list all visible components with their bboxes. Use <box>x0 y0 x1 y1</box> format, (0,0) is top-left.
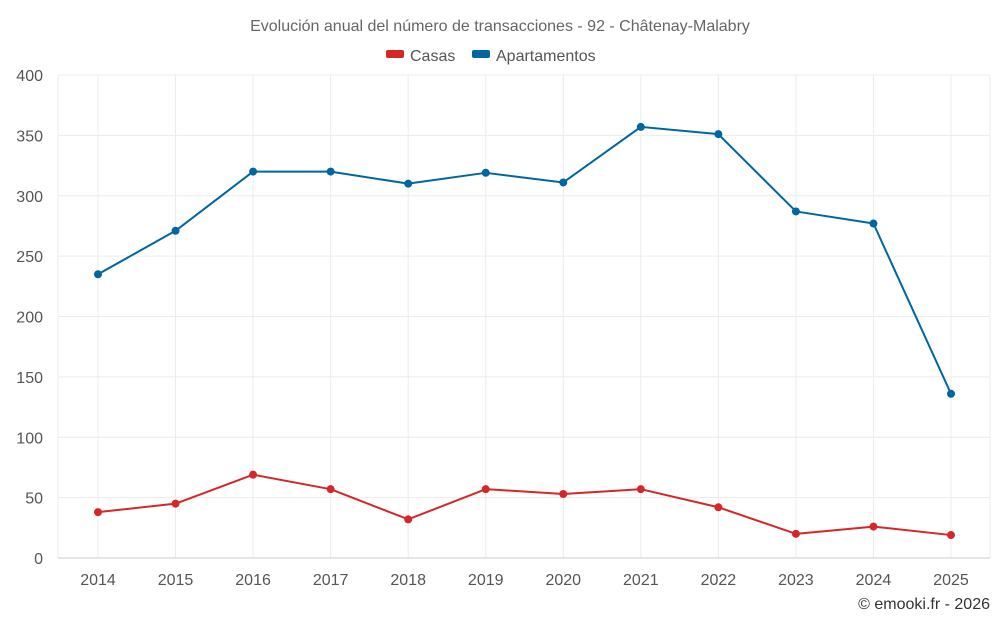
data-point-casas-2020[interactable] <box>559 490 568 499</box>
axes: 0 50 100 150 200 250 300 350 400 2014 2015 2016 2017… <box>16 68 990 589</box>
y-tick-label: 150 <box>16 370 43 387</box>
series-line-apartamentos <box>97 125 952 395</box>
data-point-apartamentos-2021[interactable] <box>636 122 645 131</box>
data-point-apartamentos-2020[interactable] <box>559 178 568 187</box>
y-tick-label: 250 <box>16 249 43 266</box>
grid <box>57 74 991 558</box>
data-point-apartamentos-2014[interactable] <box>94 270 102 279</box>
y-tick-label: 0 <box>34 551 43 568</box>
x-tick-label: 2016 <box>235 572 271 589</box>
x-tick-label: 2017 <box>313 572 349 589</box>
legend-swatch-apartamentos <box>472 50 490 58</box>
y-tick-label: 50 <box>25 491 43 508</box>
chart-title: Evolución anual del número de transaccio… <box>250 18 750 35</box>
series-line-casas <box>97 473 952 537</box>
data-point-apartamentos-2025[interactable] <box>947 389 955 398</box>
data-point-casas-2025[interactable] <box>947 531 955 540</box>
y-tick-label: 300 <box>16 189 43 206</box>
data-point-casas-2022[interactable] <box>714 503 723 512</box>
x-tick-label: 2020 <box>545 572 581 589</box>
data-point-casas-2018[interactable] <box>404 515 413 524</box>
x-tick-label: 2024 <box>856 572 892 589</box>
data-point-casas-2021[interactable] <box>636 485 645 494</box>
data-point-casas-2014[interactable] <box>94 508 102 517</box>
y-tick-label: 200 <box>16 310 43 327</box>
data-point-apartamentos-2022[interactable] <box>714 130 723 139</box>
data-point-casas-2024[interactable] <box>869 522 878 531</box>
data-point-casas-2015[interactable] <box>171 499 180 508</box>
data-point-apartamentos-2018[interactable] <box>404 179 413 188</box>
data-point-apartamentos-2024[interactable] <box>869 219 878 228</box>
data-point-apartamentos-2019[interactable] <box>481 168 490 177</box>
x-tick-label: 2022 <box>701 572 737 589</box>
legend: Casas Apartamentos <box>386 48 596 65</box>
x-tick-label: 2025 <box>933 572 969 589</box>
data-point-casas-2023[interactable] <box>791 529 800 538</box>
data-point-casas-2017[interactable] <box>326 485 335 494</box>
x-tick-label: 2021 <box>623 572 659 589</box>
x-tick-label: 2019 <box>468 572 504 589</box>
legend-label-casas: Casas <box>410 48 455 65</box>
legend-swatch-casas <box>386 50 404 58</box>
data-point-apartamentos-2015[interactable] <box>171 226 180 235</box>
y-tick-label: 400 <box>16 68 43 85</box>
x-tick-label: 2018 <box>390 572 426 589</box>
x-tick-label: 2015 <box>158 572 194 589</box>
legend-item-apartamentos[interactable]: Apartamentos <box>472 48 596 65</box>
series-apartamentos <box>94 122 955 398</box>
x-tick-label: 2014 <box>80 572 116 589</box>
series-casas <box>94 470 955 540</box>
series <box>94 122 955 540</box>
legend-label-apartamentos: Apartamentos <box>496 48 596 65</box>
y-tick-label: 100 <box>16 430 43 447</box>
data-point-apartamentos-2016[interactable] <box>249 167 258 176</box>
x-tick-label: 2023 <box>778 572 814 589</box>
data-point-casas-2019[interactable] <box>481 485 490 494</box>
data-point-apartamentos-2017[interactable] <box>326 167 335 176</box>
credit-text: © emooki.fr - 2026 <box>858 596 990 613</box>
data-point-casas-2016[interactable] <box>249 470 258 479</box>
y-tick-label: 350 <box>16 128 43 145</box>
data-point-apartamentos-2023[interactable] <box>791 207 800 216</box>
legend-item-casas[interactable]: Casas <box>386 48 455 65</box>
